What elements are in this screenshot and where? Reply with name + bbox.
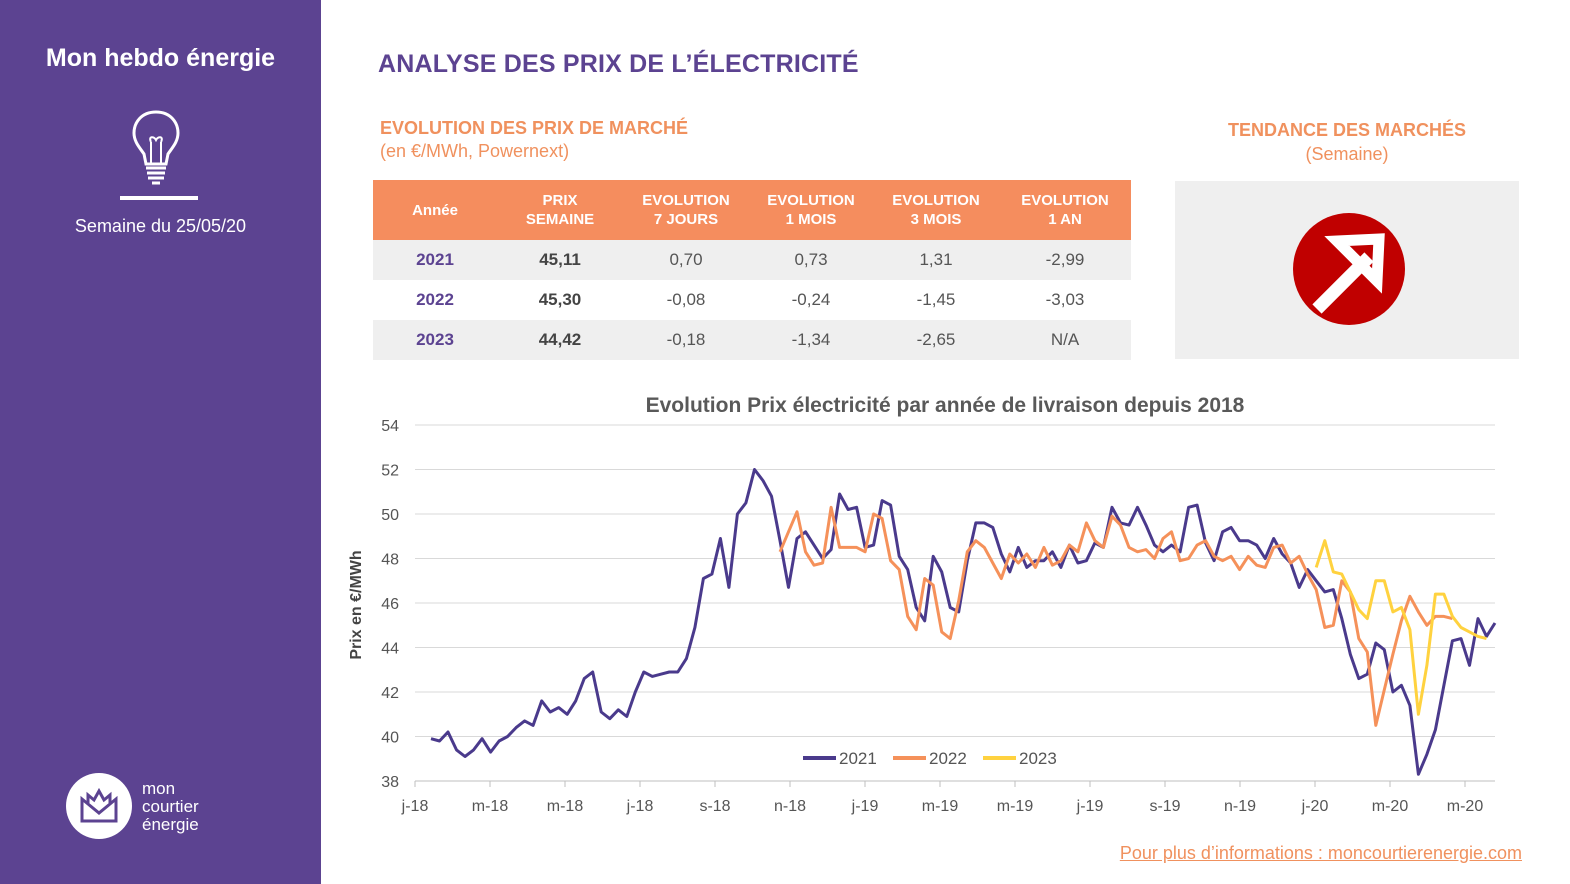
cell-evol-1m: 0,73 <box>749 240 873 280</box>
more-info-link[interactable]: Pour plus d’informations : moncourtieren… <box>1119 843 1522 863</box>
x-tick-label: m-18 <box>472 798 509 815</box>
legend-label-2021: 2021 <box>839 749 877 768</box>
col-header-line: 3 MOIS <box>910 211 962 228</box>
logo-text: mon courtier énergie <box>142 780 199 834</box>
chart-ylabel: Prix en €/MWh <box>348 550 365 659</box>
x-tick-label: s-19 <box>1149 798 1180 815</box>
y-tick-label: 48 <box>381 552 399 569</box>
sidebar-title: Mon hebdo énergie <box>45 44 276 72</box>
legend-label-2023: 2023 <box>1019 749 1057 768</box>
x-tick-label: m-20 <box>1447 798 1484 815</box>
logo-line: mon <box>142 779 176 798</box>
col-header-3m: EVOLUTION 3 MOIS <box>873 180 999 240</box>
col-header-7d: EVOLUTION 7 JOURS <box>623 180 749 240</box>
x-tick-label: n-18 <box>774 798 806 815</box>
trend-subtitle: (Semaine) <box>1305 144 1389 164</box>
trend-panel <box>1175 181 1519 359</box>
col-header-line: 1 AN <box>1048 211 1082 228</box>
y-tick-label: 54 <box>381 418 399 435</box>
week-label: Semaine du 25/05/20 <box>74 216 247 236</box>
x-tick-label: m-18 <box>547 798 584 815</box>
sidebar-divider <box>120 196 198 200</box>
cell-evol-7d: -0,18 <box>623 320 749 360</box>
cell-price: 45,11 <box>497 240 623 280</box>
x-tick-label: j-18 <box>401 798 429 815</box>
col-header-year: Année <box>373 180 497 240</box>
table-header-row: Année PRIX SEMAINE EVOLUTION 7 JOURS EVOLU… <box>373 180 1131 240</box>
x-tick-label: j-19 <box>1076 798 1104 815</box>
cell-evol-1y: -2,99 <box>999 240 1131 280</box>
price-line-chart: Evolution Prix électricité par année de … <box>348 394 1497 815</box>
cell-year: 2022 <box>416 290 454 309</box>
price-table: Année PRIX SEMAINE EVOLUTION 7 JOURS EVOLU… <box>373 180 1131 360</box>
col-header-line: 7 JOURS <box>653 211 719 228</box>
y-tick-label: 42 <box>381 685 399 702</box>
col-header-line: EVOLUTION <box>892 192 980 209</box>
x-tick-label: j-20 <box>1301 798 1329 815</box>
y-tick-label: 44 <box>381 641 399 658</box>
series-line-2023 <box>1314 539 1487 716</box>
series-line-2021 <box>430 468 1497 776</box>
page-title: ANALYSE DES PRIX DE L’ÉLECTRICITÉ <box>378 50 859 78</box>
series-line-2022 <box>778 505 1453 727</box>
trend-up-arrow-icon <box>1293 213 1405 325</box>
x-tick-label: m-20 <box>1372 798 1409 815</box>
col-header-1y: EVOLUTION 1 AN <box>999 180 1131 240</box>
lightbulb-icon <box>132 110 180 185</box>
x-tick-label: m-19 <box>922 798 959 815</box>
cell-evol-1m: -0,24 <box>791 290 831 309</box>
cell-evol-1y: -3,03 <box>1045 290 1085 309</box>
cell-price: 45,30 <box>538 290 582 309</box>
cell-evol-7d: 0,70 <box>623 240 749 280</box>
y-tick-label: 52 <box>381 463 399 480</box>
logo-line: énergie <box>142 815 199 834</box>
cell-year: 2021 <box>373 240 497 280</box>
trend-title: TENDANCE DES MARCHÉS <box>1227 120 1467 140</box>
sidebar: Mon hebdo énergie Semaine du 25/05/20 mo… <box>0 0 321 884</box>
table-row: 2021 45,11 0,70 0,73 1,31 -2,99 <box>373 240 1131 280</box>
y-tick-label: 46 <box>381 596 399 613</box>
col-header-1m: EVOLUTION 1 MOIS <box>749 180 873 240</box>
x-tick-label: n-19 <box>1224 798 1256 815</box>
x-tick-label: s-18 <box>699 798 730 815</box>
cell-evol-1m: -1,34 <box>749 320 873 360</box>
x-tick-label: j-18 <box>626 798 654 815</box>
col-header-line: PRIX <box>542 192 578 209</box>
logo-line: courtier <box>142 797 199 816</box>
table-row: 2023 44,42 -0,18 -1,34 -2,65 N/A <box>373 320 1131 360</box>
y-tick-label: 50 <box>381 507 399 524</box>
cell-evol-3m: -1,45 <box>916 290 956 309</box>
cell-evol-1y: N/A <box>999 320 1131 360</box>
col-header-line: EVOLUTION <box>767 192 855 209</box>
cell-price: 44,42 <box>497 320 623 360</box>
col-header-price: PRIX SEMAINE <box>497 180 623 240</box>
logo-icon <box>66 773 132 839</box>
y-tick-label: 40 <box>381 730 399 747</box>
cell-year: 2023 <box>373 320 497 360</box>
market-section-title: EVOLUTION DES PRIX DE MARCHÉ <box>380 118 689 138</box>
col-header-line: Année <box>412 201 458 219</box>
col-header-line: EVOLUTION <box>1021 192 1109 209</box>
x-tick-label: m-19 <box>997 798 1034 815</box>
cell-evol-3m: -2,65 <box>873 320 999 360</box>
cell-evol-7d: -0,08 <box>666 290 706 309</box>
col-header-line: 1 MOIS <box>785 211 837 228</box>
legend-label-2022: 2022 <box>929 749 967 768</box>
cell-evol-3m: 1,31 <box>873 240 999 280</box>
y-tick-label: 38 <box>381 774 399 791</box>
x-tick-label: j-19 <box>851 798 879 815</box>
table-row: 2022 45,30 -0,08 -0,24 -1,45 -3,03 <box>373 280 1131 320</box>
col-header-line: SEMAINE <box>525 211 595 228</box>
col-header-line: EVOLUTION <box>642 192 730 209</box>
chart-title: Evolution Prix électricité par année de … <box>646 394 1245 417</box>
market-section-unit: (en €/MWh, Powernext) <box>380 141 570 161</box>
